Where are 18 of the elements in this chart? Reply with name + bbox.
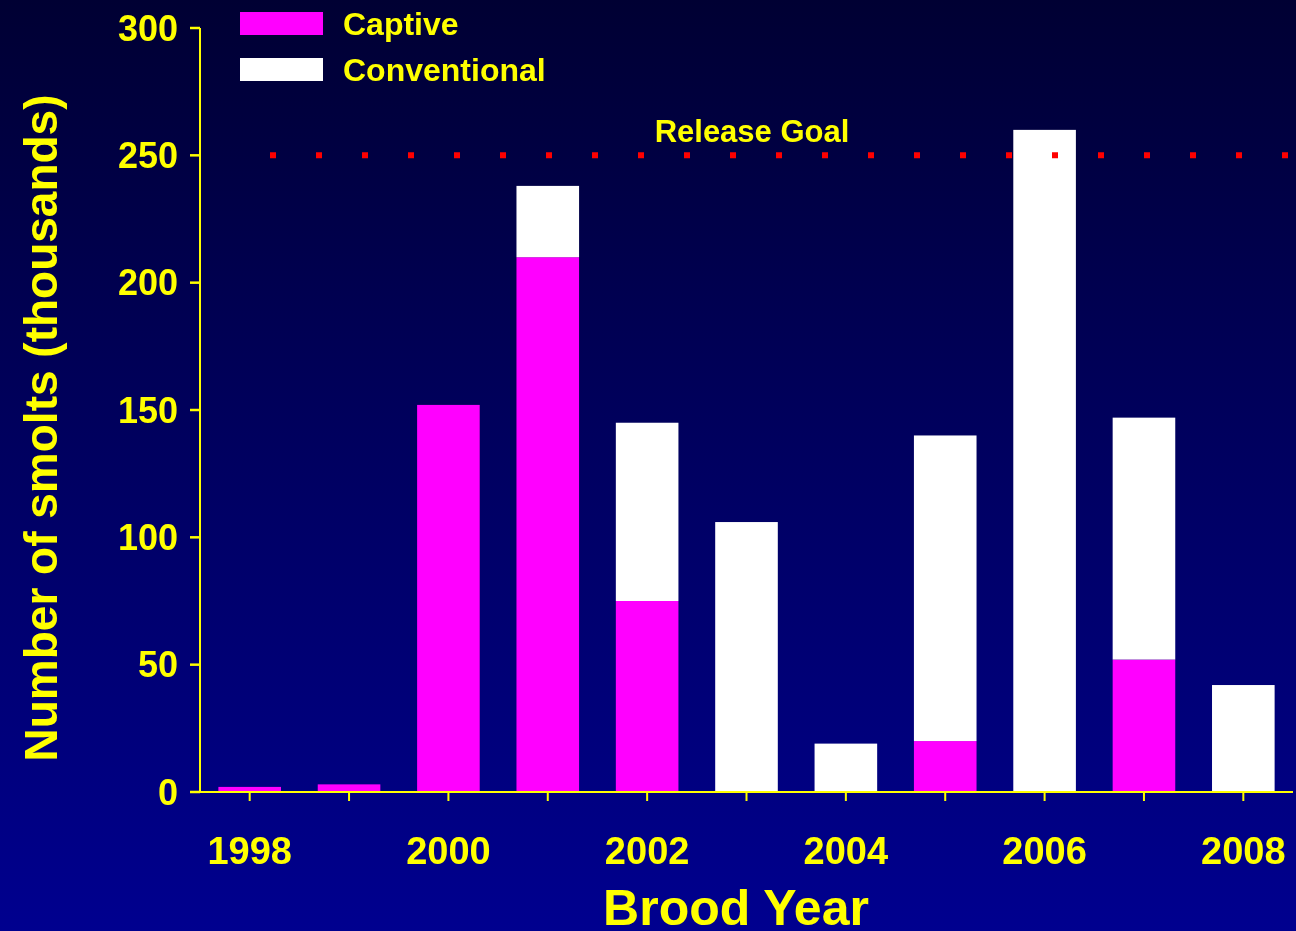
x-tick-label: 2008 — [1201, 830, 1286, 872]
x-tick-label: 1998 — [207, 830, 292, 872]
y-tick-label: 300 — [117, 7, 178, 49]
y-tick-label: 100 — [117, 516, 178, 558]
x-tick-label: 2002 — [604, 830, 690, 872]
ref-line-label: Release Goal — [654, 114, 850, 150]
x-axis-title: Brood Year — [603, 880, 869, 931]
x-tick-label: 2004 — [803, 830, 889, 872]
legend-label: Conventional — [343, 52, 546, 89]
x-tick-label: 2006 — [1002, 830, 1087, 872]
y-tick-label: 0 — [157, 771, 178, 813]
y-tick-label: 200 — [117, 262, 178, 304]
y-tick-label: 50 — [137, 644, 178, 686]
y-axis-title: Number of smolts (thousands) — [15, 94, 67, 762]
legend-label: Captive — [343, 6, 459, 43]
x-tick-label: 2000 — [406, 830, 491, 872]
y-tick-label: 250 — [117, 134, 178, 176]
y-tick-label: 150 — [117, 389, 178, 431]
